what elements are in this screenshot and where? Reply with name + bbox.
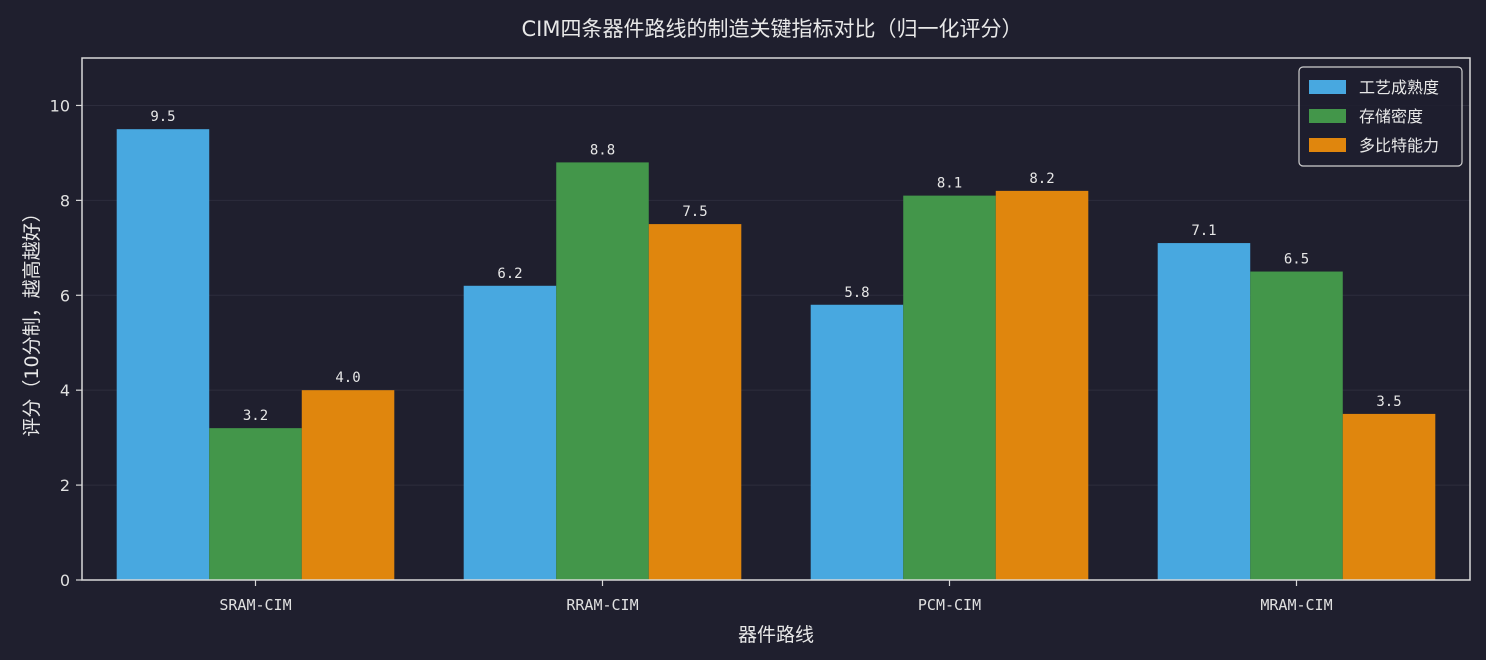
x-tick-label: RRAM-CIM [566, 596, 638, 614]
data-label: 8.2 [1029, 171, 1054, 187]
data-label: 6.2 [497, 266, 522, 282]
y-tick-label: 6 [60, 286, 70, 305]
bar [903, 195, 996, 581]
bar [1157, 243, 1251, 580]
bar [1250, 271, 1343, 580]
legend-label: 多比特能力 [1359, 136, 1439, 155]
bar [556, 162, 649, 580]
y-tick-label: 2 [60, 476, 70, 495]
data-labels: 9.5 3.2 4.0 6.2 8.8 7.5 5.8 8.1 8.2 7.1 6.5 3.5 [150, 109, 1401, 424]
y-tick-label: 10 [50, 96, 70, 115]
legend-label: 存储密度 [1359, 107, 1423, 126]
chart-title: CIM四条器件路线的制造关键指标对比（归一化评分） [522, 17, 1023, 41]
data-label: 8.1 [937, 176, 962, 192]
legend-swatch [1309, 109, 1346, 123]
data-label: 4.0 [335, 370, 360, 386]
data-label: 7.5 [682, 204, 707, 220]
x-axis-label: 器件路线 [738, 624, 814, 646]
x-tick-label: PCM-CIM [918, 596, 981, 614]
data-label: 6.5 [1284, 252, 1309, 268]
x-tick-label: SRAM-CIM [219, 596, 291, 614]
y-tick-label: 8 [60, 191, 70, 210]
bar [209, 428, 302, 580]
bar [463, 285, 557, 580]
bar [116, 129, 210, 580]
bar [648, 224, 742, 580]
legend-swatch [1309, 80, 1346, 94]
x-tick-label: MRAM-CIM [1260, 596, 1332, 614]
bar [810, 304, 904, 580]
plot-frame [81, 57, 1471, 581]
legend-label: 工艺成熟度 [1359, 78, 1439, 97]
data-label: 3.2 [243, 408, 268, 424]
data-label: 7.1 [1191, 223, 1216, 239]
bar [1342, 413, 1436, 580]
legend-swatch [1309, 138, 1346, 152]
y-axis-label: 评分（10分制，越高越好） [21, 203, 43, 436]
y-tick-label: 4 [60, 381, 70, 400]
data-label: 9.5 [150, 109, 175, 125]
axis-ticks: 0 2 4 6 8 10 SRAM-CIM RRAM-CIM PCM-CIM MRAM-CIM [50, 96, 1333, 614]
data-label: 5.8 [844, 285, 869, 301]
data-label: 3.5 [1376, 394, 1401, 410]
data-label: 8.8 [590, 142, 615, 158]
y-tick-label: 0 [60, 571, 70, 590]
bar [995, 190, 1089, 580]
bars [116, 129, 1436, 581]
bar [301, 390, 395, 580]
